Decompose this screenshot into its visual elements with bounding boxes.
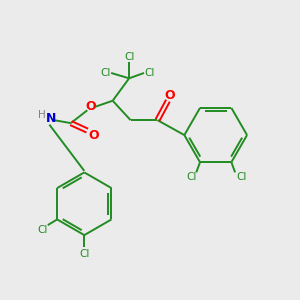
- Text: Cl: Cl: [145, 68, 155, 78]
- Text: Cl: Cl: [124, 52, 134, 62]
- Text: Cl: Cl: [79, 249, 89, 259]
- Text: H: H: [38, 110, 46, 120]
- Text: Cl: Cl: [100, 68, 110, 78]
- Text: O: O: [85, 100, 96, 113]
- Text: O: O: [88, 129, 99, 142]
- Text: Cl: Cl: [187, 172, 197, 182]
- Text: Cl: Cl: [236, 172, 246, 182]
- Text: N: N: [46, 112, 57, 125]
- Text: Cl: Cl: [37, 225, 47, 235]
- Text: O: O: [164, 89, 175, 102]
